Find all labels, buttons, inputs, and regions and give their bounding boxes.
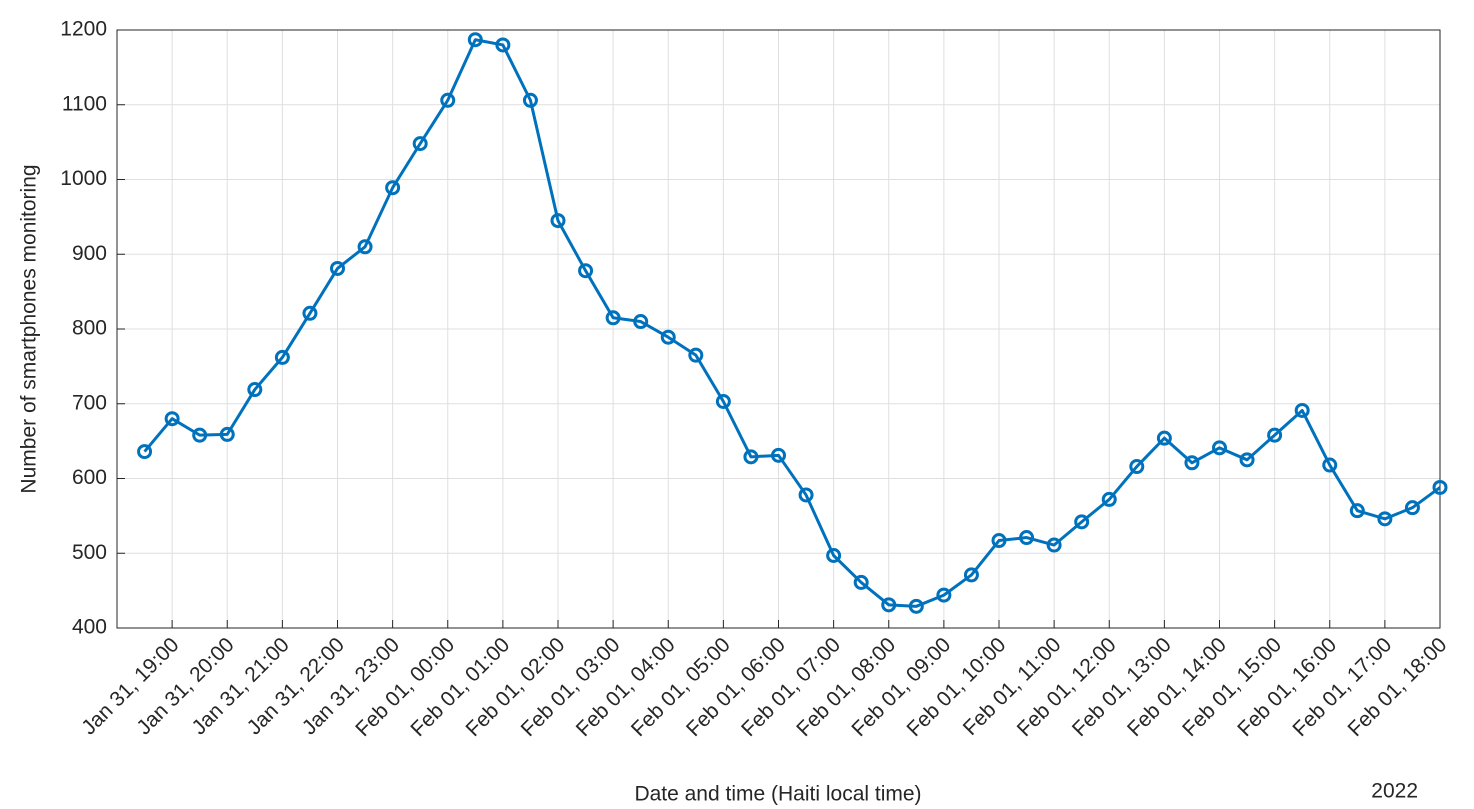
data-point: [826, 547, 842, 563]
data-point: [1019, 530, 1035, 546]
data-point: [1239, 452, 1255, 468]
data-point: [1432, 479, 1448, 495]
x-tick-label: Jan 31, 22:00: [243, 633, 349, 739]
data-point: [1322, 457, 1338, 473]
data-point: [908, 598, 924, 614]
data-point: [743, 449, 759, 465]
data-point: [1377, 511, 1393, 527]
data-point: [771, 447, 786, 463]
data-point: [357, 239, 373, 255]
x-tick-label: Feb 01, 18:00: [1344, 633, 1452, 741]
y-tick-label: 1200: [60, 18, 107, 41]
data-point: [1212, 440, 1227, 456]
data-point: [1074, 514, 1090, 530]
data-point: [1404, 500, 1420, 516]
x-tick-label: Jan 31, 21:00: [188, 633, 294, 739]
y-tick-label: 1100: [62, 92, 107, 115]
data-point: [798, 487, 814, 503]
data-point: [274, 349, 290, 365]
y-tick-label: 400: [72, 616, 107, 639]
data-point: [1267, 427, 1283, 443]
x-tick-label: Jan 31, 19:00: [77, 633, 183, 739]
data-point: [605, 310, 621, 326]
data-point: [550, 213, 566, 229]
data-point: [219, 426, 235, 442]
y-tick-label: 700: [72, 391, 107, 414]
data-point: [936, 587, 952, 603]
data-point: [1046, 537, 1062, 553]
data-point: [495, 37, 511, 53]
y-tick-label: 600: [72, 466, 107, 489]
y-tick-label: 900: [72, 242, 107, 265]
data-point: [330, 260, 345, 276]
data-point: [385, 180, 401, 196]
data-point: [660, 329, 676, 345]
data-point: [853, 574, 869, 590]
data-point: [137, 444, 153, 460]
data-point: [522, 92, 538, 108]
x-tick-label: Jan 31, 20:00: [132, 633, 238, 739]
x-axis-label: Date and time (Haiti local time): [634, 783, 921, 806]
data-point: [440, 92, 456, 108]
data-line: [143, 38, 1441, 608]
plot-frame: [116, 29, 1441, 629]
y-tick-label: 1000: [60, 167, 107, 190]
y-tick-label: 500: [72, 541, 107, 564]
data-point: [1349, 503, 1365, 519]
data-point: [991, 533, 1007, 549]
y-tick-label: 800: [72, 317, 107, 340]
data-point: [578, 263, 594, 279]
data-point: [164, 411, 180, 427]
data-point: [1129, 459, 1145, 475]
data-point: [192, 427, 208, 443]
data-point: [467, 32, 483, 48]
data-point: [688, 347, 704, 363]
data-point: [1184, 455, 1200, 471]
data-point: [1294, 402, 1310, 418]
data-point: [247, 382, 263, 398]
y-axis-label: Number of smartphones monitoring: [18, 164, 41, 493]
data-point: [633, 314, 649, 330]
data-point: [715, 394, 731, 410]
x-tick-label: Feb 01, 11:00: [959, 633, 1066, 740]
data-point: [1101, 491, 1117, 507]
data-point: [1156, 430, 1172, 446]
data-point: [412, 136, 428, 152]
year-label: 2022: [1371, 780, 1418, 803]
data-point: [302, 305, 318, 321]
x-tick-label: Jan 31, 23:00: [298, 633, 404, 739]
data-point: [963, 567, 979, 583]
data-point: [881, 597, 897, 613]
